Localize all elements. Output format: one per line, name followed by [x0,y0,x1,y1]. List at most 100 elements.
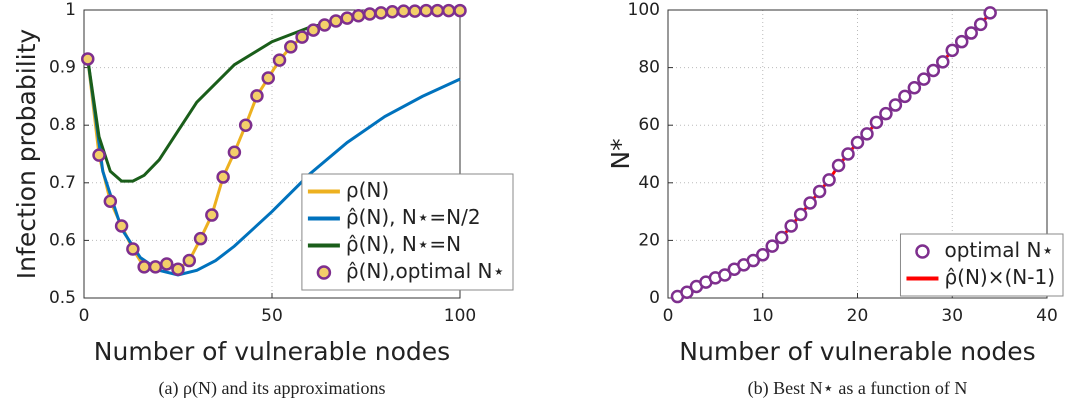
y-tick-label: 80 [638,58,660,78]
marker [171,262,185,276]
marker [983,6,997,20]
y-axis-label: N* [606,138,635,169]
marker [363,7,377,21]
plot-frame [83,9,461,299]
marker [396,4,411,18]
x-axis-label: Number of vulnerable nodes [679,337,1035,366]
marker [898,89,912,104]
marker [812,184,827,199]
marker [831,158,846,173]
marker [238,118,253,132]
marker [954,34,969,49]
marker [408,4,422,18]
plot-frame [667,9,1048,299]
marker [803,196,817,210]
marker [103,194,118,208]
marker [205,208,219,222]
marker [126,242,140,256]
marker [850,135,865,150]
marker [137,260,151,274]
y-tick-label: 0 [649,288,660,308]
marker [182,253,197,268]
marker [193,231,208,246]
marker [879,106,893,121]
y-tick-label: 0.5 [49,288,76,308]
marker [227,145,242,160]
legend-swatch [316,265,332,280]
marker [756,248,770,262]
series-line [86,58,461,277]
marker [419,3,433,18]
marker [793,207,808,222]
marker [441,3,456,18]
marker [718,268,732,282]
x-tick-label: 100 [444,306,476,326]
marker [261,71,275,85]
legend-label: ρ̂(N)×(N-1) [944,265,1055,289]
caption: (b) Best N⋆ as a function of N [748,378,968,399]
marker [860,127,874,141]
marker [784,219,798,233]
marker [841,147,855,161]
y-tick-label: 40 [638,173,660,193]
marker [216,170,230,184]
marker [964,26,978,40]
y-tick-label: 1 [65,0,76,20]
marker [284,40,298,54]
marker [680,285,694,299]
y-axis-label: Infection probability [12,29,41,280]
x-tick-label: 20 [847,306,869,326]
legend-label: ρ̂(N),optimal N⋆ [346,259,505,283]
marker [385,4,400,19]
marker [869,115,884,130]
marker [114,219,129,233]
marker [148,260,163,274]
legend-label: ρ(N) [346,178,389,202]
x-tick-label: 10 [752,306,774,326]
x-tick-label: 0 [663,306,674,326]
x-tick-label: 0 [79,306,90,326]
legend-label: optimal N⋆ [944,238,1053,262]
legend-label: ρ̂(N), N⋆=N [346,232,461,256]
y-tick-label: 0.8 [49,115,76,135]
marker [926,63,941,78]
marker [936,55,950,69]
legend-swatch [915,244,930,259]
marker [306,23,321,37]
marker [907,81,922,95]
marker [746,253,761,268]
x-tick-label: 30 [941,306,963,326]
y-tick-label: 0.6 [49,230,76,250]
marker [822,173,836,187]
marker [317,18,332,32]
marker [973,17,988,32]
x-tick-label: 40 [1036,306,1058,326]
y-tick-label: 0.9 [49,58,76,78]
marker [430,3,445,18]
y-tick-label: 100 [628,0,660,20]
marker [340,11,354,25]
y-tick-label: 60 [638,115,660,135]
marker [945,43,959,58]
x-axis-label: Number of vulnerable nodes [94,337,450,366]
marker [329,14,343,28]
marker [917,72,931,86]
marker [159,257,174,271]
marker [92,148,106,162]
marker [81,52,95,66]
marker [250,89,264,103]
legend: optimal N⋆ ρ̂(N)×(N-1) [899,233,1064,297]
marker [272,53,287,67]
marker [765,239,779,253]
marker [351,9,366,23]
marker [774,230,789,245]
x-tick-label: 50 [261,306,283,326]
marker [888,98,903,112]
legend: ρ(N) ρ̂(N), N⋆=N/2 ρ̂(N), N⋆=N ρ̂(N),optima… [301,173,514,291]
marker [374,6,388,20]
y-tick-label: 0.7 [49,173,76,193]
marker [295,30,309,44]
marker [453,3,467,18]
